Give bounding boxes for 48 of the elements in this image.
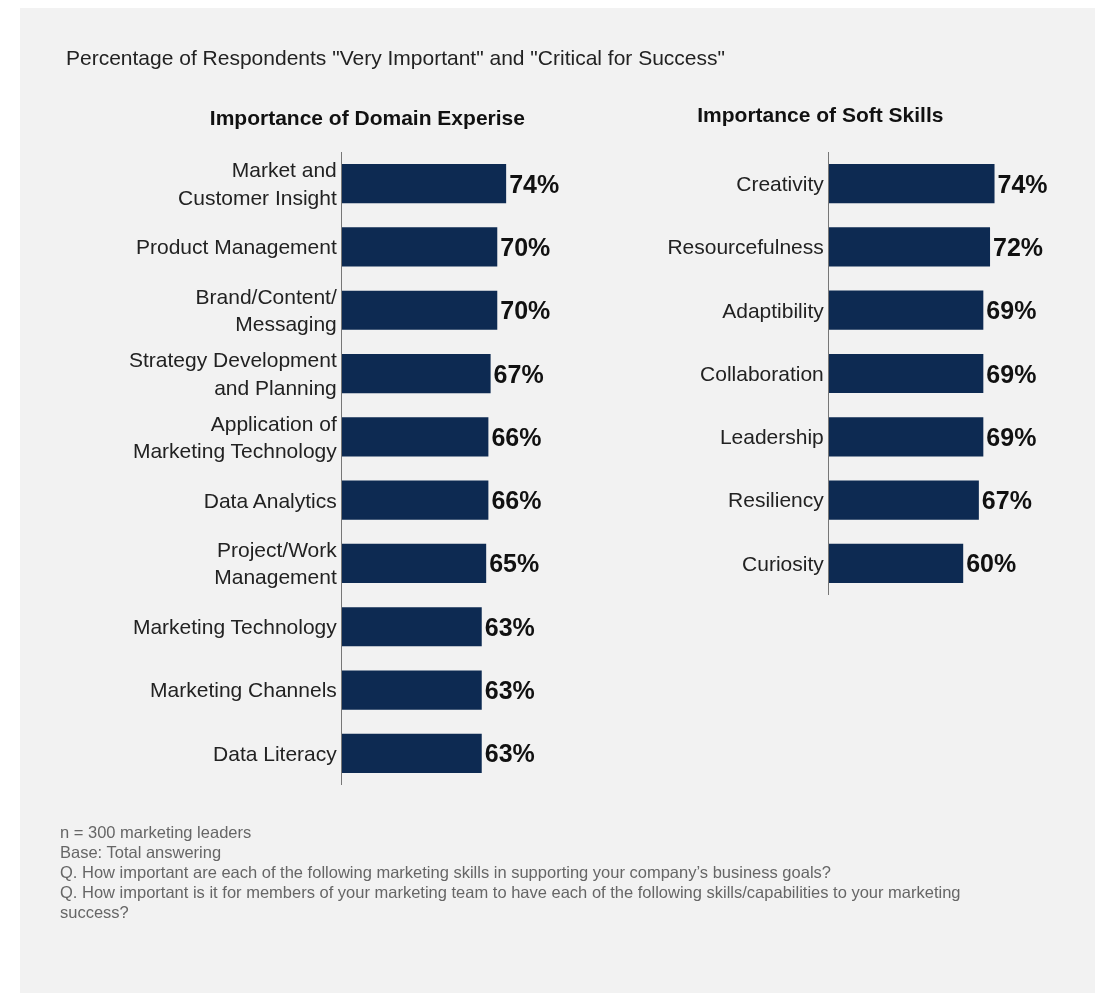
bar [829,164,995,204]
data-label: 60% [966,549,1017,578]
bar [829,543,964,583]
chart-title: Importance of Domain Experise [209,106,525,130]
y-tick-label: Resourcefulness [667,235,824,259]
y-tick-label: Data Analytics [203,488,337,512]
data-label: 66% [491,486,542,515]
bar [829,290,984,330]
text: Q. How important is it for members of your marketing team to have each of the following skills/capabilities to your marketing success? [60,882,962,922]
data-label: 63% [484,612,535,641]
data-label: 66% [491,422,542,451]
data-label: 70% [500,296,551,325]
y-tick-label: Strategy Development and Planning [129,348,337,399]
y-tick-label: Data Literacy [213,741,338,765]
text: Q. How important are each of the following marketing skills in supporting your company’s business goals? [60,862,832,882]
y-tick-label: Project/Work Management [214,538,338,589]
chart-title: Importance of Soft Skills [697,103,944,127]
y-tick-label: Leadership [719,425,824,449]
y-tick-label: Adaptibility [722,298,825,322]
y-tick-label: Application of Marketing Technology [132,411,338,462]
data-label: 69% [986,422,1037,451]
data-label: 67% [981,486,1032,515]
y-tick-label: Marketing Channels [150,678,337,702]
data-label: 63% [484,676,535,705]
y-tick-label: Creativity [736,171,825,195]
data-label: 74% [997,169,1048,198]
y-tick-label: Marketing Technology [132,615,338,639]
data-label: 67% [493,359,544,388]
data-label: 72% [993,232,1044,261]
bar [829,353,984,394]
y-tick-label: Curiosity [742,551,825,575]
bar [829,417,984,457]
data-label: 74% [509,169,560,198]
text: Base: Total answering [60,842,223,862]
data-label: 63% [484,739,535,768]
bar [829,227,991,267]
y-tick-label: Market and Customer Insight [178,158,337,209]
data-label: 69% [986,359,1037,388]
bar [829,480,979,520]
y-tick-label: Collaboration [700,361,824,385]
data-label: 69% [986,296,1037,325]
y-tick-label: Product Management [136,235,337,259]
text: n = 300 marketing leaders [60,822,253,842]
y-tick-label: Resiliency [728,488,825,512]
data-label: 65% [489,549,540,578]
data-label: 70% [500,232,551,261]
text: Percentage of Respondents "Very Important" and "Critical for Success" [66,46,725,70]
y-tick-label: Brand/Content/ Messaging [195,284,337,336]
